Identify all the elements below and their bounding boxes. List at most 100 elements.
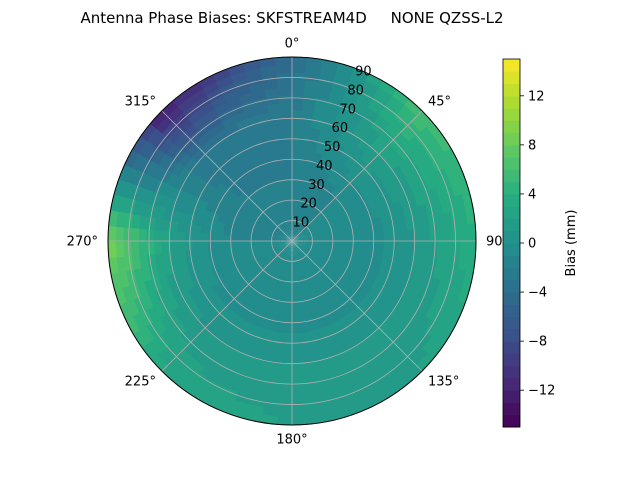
heatmap-cell — [316, 267, 326, 277]
angular-grid-line — [291, 110, 423, 242]
heatmap-cell — [307, 242, 316, 246]
heatmap-cell — [337, 231, 347, 238]
heatmap-cell — [291, 340, 303, 349]
heatmap-cell — [296, 246, 303, 255]
heatmap-cell — [178, 258, 189, 272]
heatmap-cell — [161, 240, 170, 254]
heatmap-cell — [276, 393, 294, 403]
heatmap-cell — [298, 219, 304, 228]
heatmap-cell — [287, 233, 292, 241]
heatmap-cell — [278, 245, 287, 252]
heatmap-cell — [263, 225, 273, 232]
heatmap-cell — [391, 230, 400, 242]
heatmap-cell — [300, 125, 313, 136]
heatmap-cell — [309, 254, 318, 262]
heatmap-cell — [314, 278, 324, 289]
heatmap-cell — [284, 237, 292, 241]
heatmap-cell — [435, 328, 453, 348]
heatmap-cell — [289, 209, 293, 219]
heatmap-cell — [131, 328, 149, 348]
heatmap-cell — [281, 227, 288, 236]
heatmap-cell — [282, 186, 289, 196]
heatmap-cell — [353, 240, 362, 248]
heatmap-cell — [358, 220, 369, 230]
heatmap-cell — [249, 256, 259, 265]
heatmap-cell — [160, 98, 180, 118]
heatmap-cell — [277, 232, 286, 238]
heatmap-cell — [139, 292, 154, 311]
heatmap-cell — [251, 214, 261, 223]
heatmap-cell — [290, 416, 310, 425]
heatmap-cell — [423, 174, 438, 193]
heatmap-cell — [216, 393, 236, 408]
heatmap-cell — [295, 286, 302, 296]
heatmap-cell — [307, 274, 316, 284]
heatmap-cell — [423, 142, 440, 162]
heatmap-cell — [282, 227, 289, 235]
heatmap-cell — [343, 379, 362, 394]
heatmap-cell — [291, 256, 295, 265]
heatmap-cell — [245, 240, 254, 246]
colorbar-tick-label: 12 — [528, 89, 545, 104]
heatmap-cell — [291, 317, 300, 326]
heatmap-cell — [293, 217, 297, 226]
heatmap-cell — [309, 127, 323, 138]
heatmap-cell — [212, 67, 233, 82]
heatmap-cell — [297, 202, 303, 212]
heatmap-cell — [298, 234, 308, 239]
heatmap-cell — [300, 252, 308, 261]
heatmap-cell — [239, 222, 249, 230]
heatmap-cell — [311, 191, 320, 202]
heatmap-cell — [192, 222, 202, 234]
heatmap-cell — [304, 267, 312, 277]
heatmap-cell — [291, 110, 305, 119]
heatmap-cell — [302, 224, 311, 232]
heatmap-cell — [299, 269, 306, 279]
heatmap-cell — [246, 228, 256, 235]
heatmap-cell — [281, 210, 287, 220]
heatmap-cell — [348, 74, 368, 89]
radial-tick-label: 50 — [324, 140, 341, 155]
heatmap-cell — [266, 208, 275, 218]
heatmap-cell — [298, 244, 307, 250]
heatmap-cell — [283, 324, 293, 334]
heatmap-cell — [222, 240, 231, 248]
heatmap-cell — [428, 277, 441, 295]
heatmap-cell — [227, 62, 248, 76]
heatmap-cell — [297, 254, 303, 264]
heatmap-cell — [305, 246, 315, 252]
heatmap-cell — [442, 253, 454, 271]
heatmap-cell — [143, 187, 156, 205]
heatmap-cell — [328, 247, 338, 254]
heatmap-cell — [302, 204, 309, 214]
heatmap-cell — [258, 218, 268, 226]
heatmap-cell — [135, 184, 149, 203]
heatmap-cell — [340, 95, 359, 110]
radial-tick-label: 80 — [347, 83, 364, 98]
heatmap-cell — [285, 255, 290, 265]
heatmap-cell — [420, 251, 431, 267]
heatmap-cell — [264, 262, 273, 271]
heatmap-cell — [249, 217, 259, 226]
heatmap-cell — [269, 244, 278, 250]
heatmap-cell — [233, 214, 244, 223]
polar-grid — [107, 56, 477, 426]
heatmap-cell — [275, 179, 284, 190]
heatmap-cell — [309, 264, 318, 274]
heatmap-cell — [450, 210, 461, 229]
heatmap-cell — [406, 229, 416, 242]
heatmap-cell — [327, 205, 337, 215]
heatmap-cell — [276, 221, 284, 230]
heatmap-cell — [291, 194, 297, 203]
heatmap-cell — [270, 247, 279, 253]
heatmap-cell — [374, 224, 385, 235]
heatmap-cell — [216, 74, 236, 89]
heatmap-cell — [222, 245, 232, 254]
heatmap-cell — [427, 214, 438, 230]
heatmap-cell — [467, 239, 476, 259]
heatmap-cell — [313, 202, 323, 212]
heatmap-cell — [269, 265, 277, 275]
heatmap-cell — [242, 132, 256, 145]
heatmap-cell — [275, 276, 283, 287]
heatmap-cell — [334, 69, 354, 83]
